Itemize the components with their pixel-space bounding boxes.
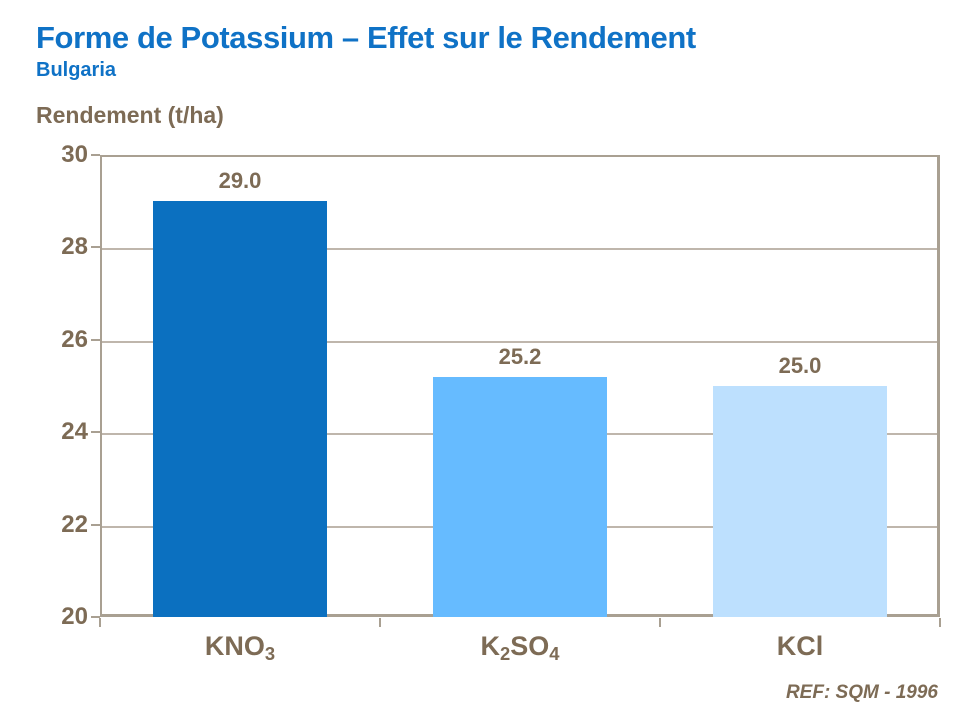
subscript: 4 (549, 643, 560, 665)
y-tick-mark-24 (91, 431, 100, 434)
label-text: SO (510, 631, 550, 661)
chart-subtitle: Bulgaria (36, 59, 117, 81)
label-text: KCl (776, 631, 824, 661)
bar-k2so4 (433, 376, 607, 617)
chart-title: Forme de Potassium – Effet sur le Rendem… (36, 20, 696, 55)
gridline-28 (102, 248, 937, 251)
x-category-label-kcl: KCl (680, 631, 920, 662)
bar-kno3 (153, 201, 327, 617)
bar-value-kcl: 25.0 (778, 353, 822, 378)
y-tick-mark-30 (91, 154, 100, 156)
y-tick-mark-26 (91, 338, 100, 341)
y-tick-mark-28 (91, 246, 100, 249)
label-text: KNO (204, 631, 265, 661)
x-tick-mark-0 (99, 618, 101, 627)
x-tick-mark-1 (379, 618, 381, 627)
y-tick-label-20: 20 (61, 603, 88, 630)
y-tick-mark-20 (91, 616, 100, 618)
y-tick-label-24: 24 (61, 418, 88, 446)
x-category-label-kno3: KNO3 (120, 631, 360, 665)
subscript: 3 (264, 643, 276, 665)
x-category-label-k2so4: K2SO4 (400, 631, 640, 665)
y-tick-label-28: 28 (61, 233, 88, 261)
y-tick-label-22: 22 (61, 510, 88, 538)
y-axis-title: Rendement (t/ha) (36, 102, 224, 128)
bar-value-kno3: 29.0 (218, 168, 262, 194)
reference-note: REF: SQM - 1996 (785, 682, 938, 703)
label-text: K (480, 631, 501, 661)
gridline-26 (102, 340, 937, 343)
subscript: 2 (500, 643, 511, 665)
x-tick-mark-3 (939, 618, 941, 627)
bar-value-k2so4: 25.2 (498, 343, 542, 369)
y-tick-mark-22 (91, 523, 100, 526)
x-tick-mark-2 (659, 618, 661, 627)
bar-kcl (713, 386, 887, 617)
y-tick-label-26: 26 (61, 325, 88, 353)
y-tick-label-30: 30 (61, 141, 88, 168)
